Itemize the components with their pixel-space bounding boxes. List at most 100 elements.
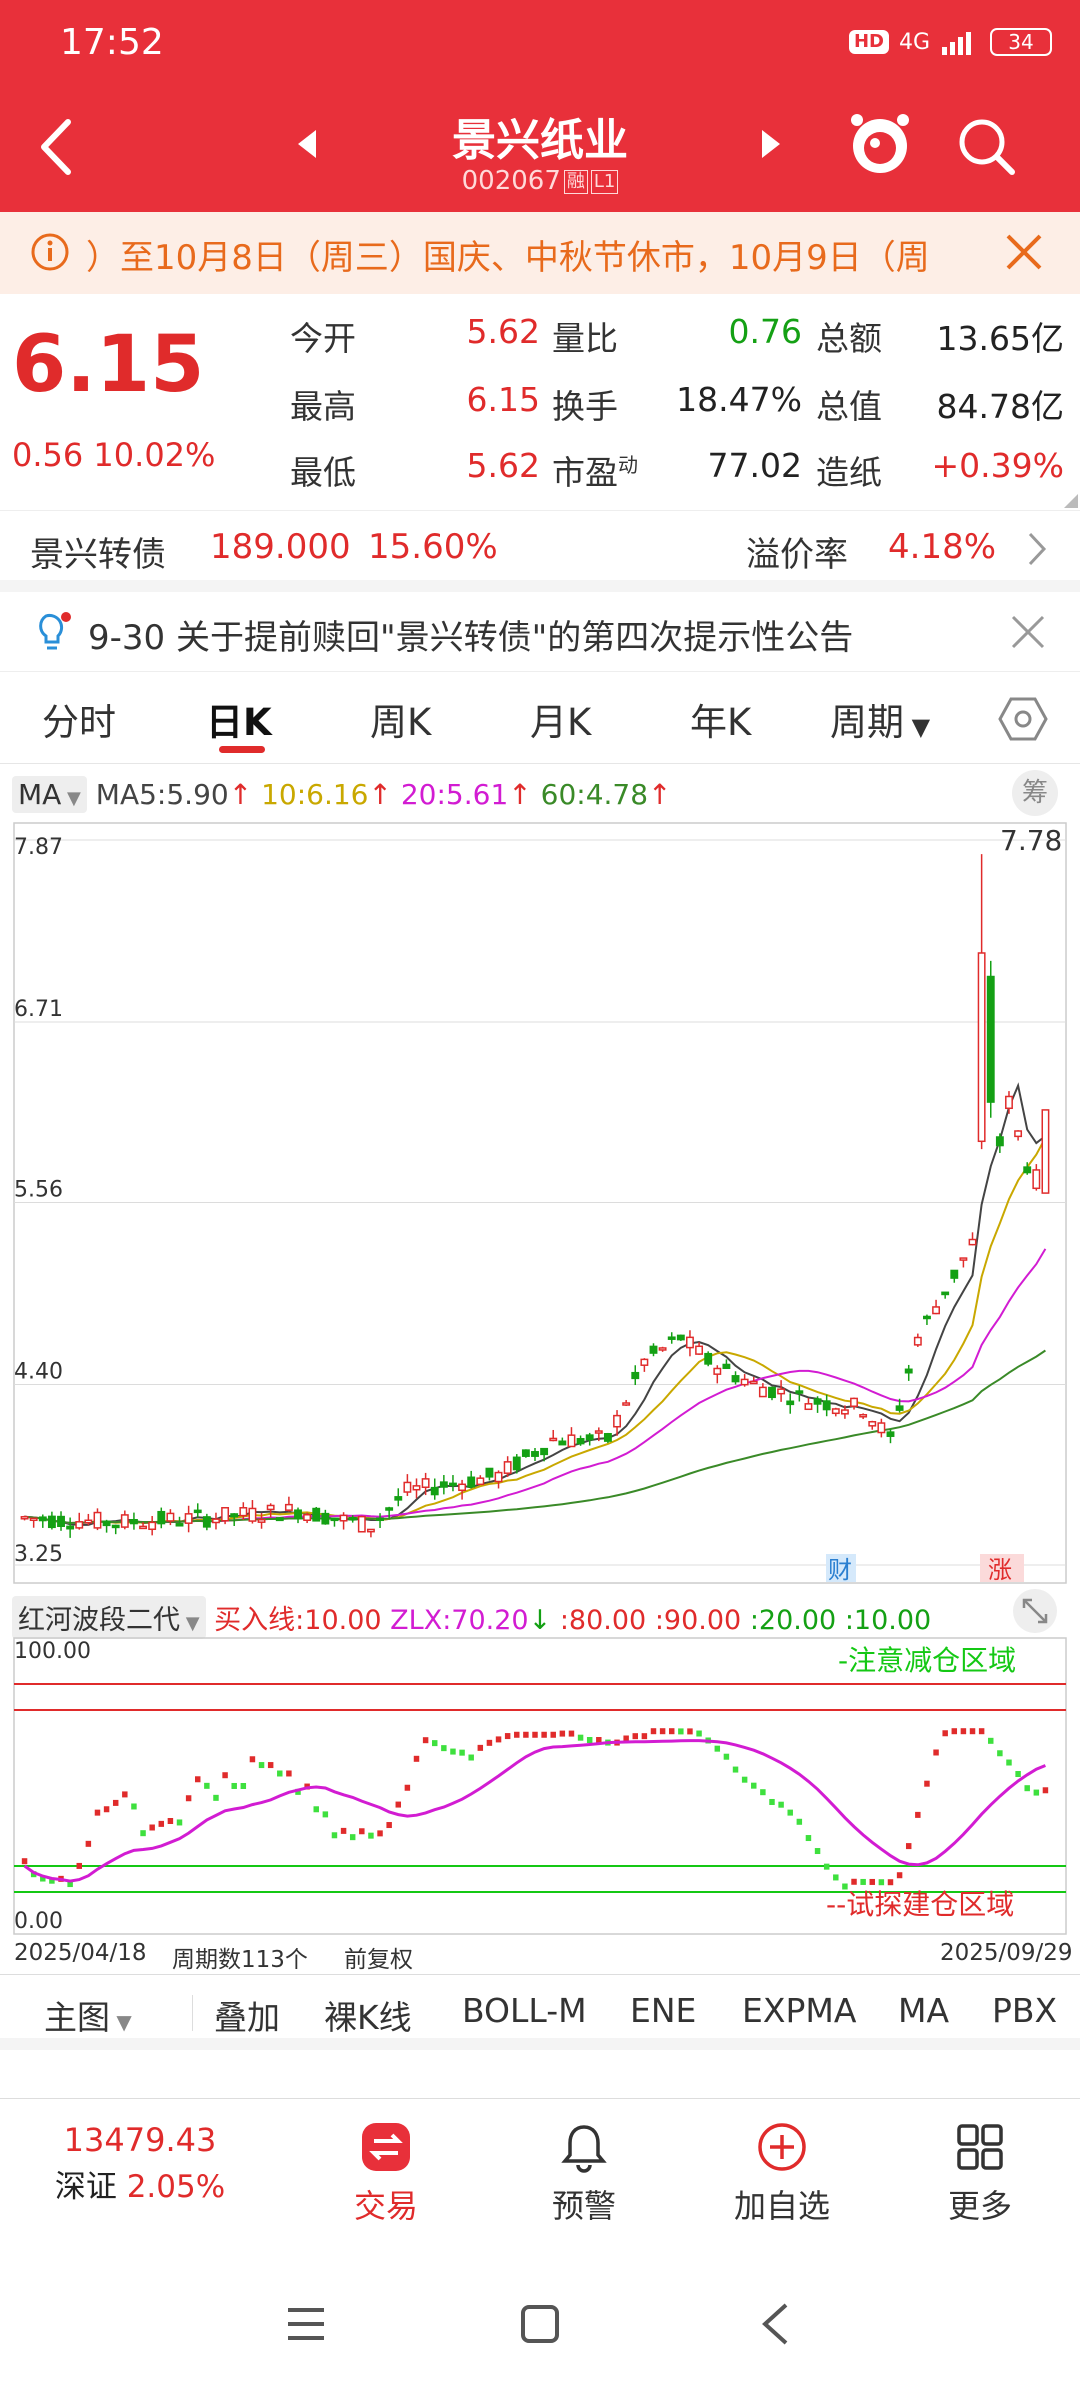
indicator-bar [213,1794,219,1801]
candle-down [1023,1166,1032,1174]
add-circle-icon [758,2123,806,2171]
indicator-bar [322,1811,329,1818]
zlx-value: ZLX:70.20 [390,1605,529,1636]
pe-sup: 动 [618,453,638,477]
convertible-bond-row[interactable]: 景兴转债 189.000 15.60% 溢价率 4.18% [0,510,1080,592]
candle-up [339,1514,348,1522]
index-name: 深证 [54,2169,117,2205]
search-icon[interactable] [956,116,1018,178]
dropdown-caret-icon: ▼ [904,713,931,741]
tab-period[interactable]: 周期 ▼ [830,692,930,746]
indicator-bar [641,1733,648,1740]
indicator-bar [805,1835,812,1842]
indicator-bar [413,1755,420,1762]
candle-up [139,1525,147,1530]
back-icon[interactable] [38,118,74,176]
index-quote[interactable]: 13479.43 深证 2.05% [40,2121,240,2206]
candle-up [549,1437,558,1442]
back-nav-icon[interactable] [760,2302,790,2346]
candle-down [768,1386,776,1399]
sector-label[interactable]: 造纸 [816,453,882,492]
indicator-bar [222,1772,228,1779]
main-chart-select[interactable]: 主图 ▼ [44,1991,132,2039]
candle-down [512,1456,521,1471]
indicator-bar [623,1735,629,1742]
tool-boll-m[interactable]: BOLL-M [462,1991,587,2030]
candle-down [986,975,995,1103]
expand-corner-icon[interactable] [1064,494,1078,508]
holiday-notice[interactable]: ）至10月8日（周三）国庆、中秋节休市，10月9日（周 [0,212,1080,294]
candle-down [704,1352,713,1365]
announcement-row[interactable]: 9-30 关于提前赎回"景兴转债"的第四次提示性公告 [0,592,1080,672]
candlestick-chart[interactable]: 7.87 6.71 5.56 4.40 3.25 7.78 财 涨 [0,820,1080,1586]
pe-label: 市盈动 [552,446,638,494]
candle-down [449,1482,457,1487]
indicator-bar [523,1731,529,1738]
candle-up [850,1397,858,1407]
mascot-icon[interactable] [848,110,912,180]
tool-pbx[interactable]: PBX [992,1991,1058,2030]
indicator-bar [586,1737,593,1744]
candle-up [29,1517,38,1522]
candle-down [385,1507,394,1511]
candle-up [1041,1109,1050,1194]
candle-up [303,1514,312,1521]
period-tabs: 分时 日K 周K 月K 年K 周期 ▼ [0,672,1080,764]
candle-down [886,1431,895,1437]
tool-expma[interactable]: EXPMA [742,1991,857,2030]
low-value: 5.62 [466,446,540,485]
announcement-text: 9-30 关于提前赎回"景兴转债"的第四次提示性公告 [88,618,854,658]
nav-add-watchlist[interactable]: 加自选 [702,2121,862,2227]
indicator-bar [632,1733,638,1740]
chip-distribution-button[interactable]: 筹 [1012,770,1058,816]
nav-more[interactable]: 更多 [900,2121,1060,2227]
indicator-bar [94,1809,101,1816]
indicator-bar [714,1745,721,1752]
tool-overlay[interactable]: 叠加 [214,1998,280,2037]
indicator-select[interactable]: MA ▼ [12,776,87,813]
candle-down [521,1449,530,1457]
tool-ene[interactable]: ENE [630,1991,697,2030]
prev-stock-icon[interactable] [296,128,320,160]
home-icon[interactable] [520,2304,560,2344]
tool-ma[interactable]: MA [898,1991,950,2030]
tab-daily-k[interactable]: 日K [206,701,272,744]
indicator-bar [796,1818,803,1825]
indicator-bar [1006,1759,1012,1766]
close-announcement-icon[interactable] [1010,614,1046,650]
menu-icon[interactable] [286,2306,326,2342]
candle-up [686,1336,694,1349]
candle-down [294,1509,302,1520]
tool-bare-k[interactable]: 裸K线 [324,1998,412,2037]
indicator-bar [723,1753,730,1760]
candles [20,854,1050,1538]
tab-intraday[interactable]: 分时 [42,701,116,744]
indicator-bar [377,1830,383,1837]
indicator-bar [933,1749,939,1756]
indicator-bar [678,1728,684,1735]
candle-down [193,1509,202,1514]
indicator-bar [659,1728,666,1735]
nav-trade[interactable]: 交易 [306,2121,466,2227]
indicator-bar [231,1782,237,1789]
indicator-chart[interactable]: 100.00 0.00 -注意减仓区域 --试探建仓区域 [0,1636,1080,1938]
sub-indicator-select[interactable]: 红河波段二代 ▼ [12,1596,206,1639]
candle-down [676,1334,685,1341]
settings-hexagon-icon[interactable] [998,694,1048,744]
tab-weekly-k[interactable]: 周K [370,701,432,744]
candle-down [923,1315,931,1320]
candle-up [257,1518,266,1523]
tab-yearly-k[interactable]: 年K [690,701,752,744]
candle-up [831,1408,840,1415]
adjust-mode[interactable]: 前复权 [344,1947,413,1973]
indicator-bar [295,1788,301,1795]
close-icon[interactable] [1004,232,1044,272]
finance-marker[interactable]: 财 [828,1556,852,1584]
indicator-bar [167,1818,174,1825]
indicator-bar [833,1874,839,1881]
limit-up-marker[interactable]: 涨 [988,1556,1012,1584]
next-stock-icon[interactable] [758,128,782,160]
nav-alert[interactable]: 预警 [504,2121,664,2227]
tab-monthly-k[interactable]: 月K [530,701,592,744]
fullscreen-icon[interactable] [1012,1588,1058,1634]
